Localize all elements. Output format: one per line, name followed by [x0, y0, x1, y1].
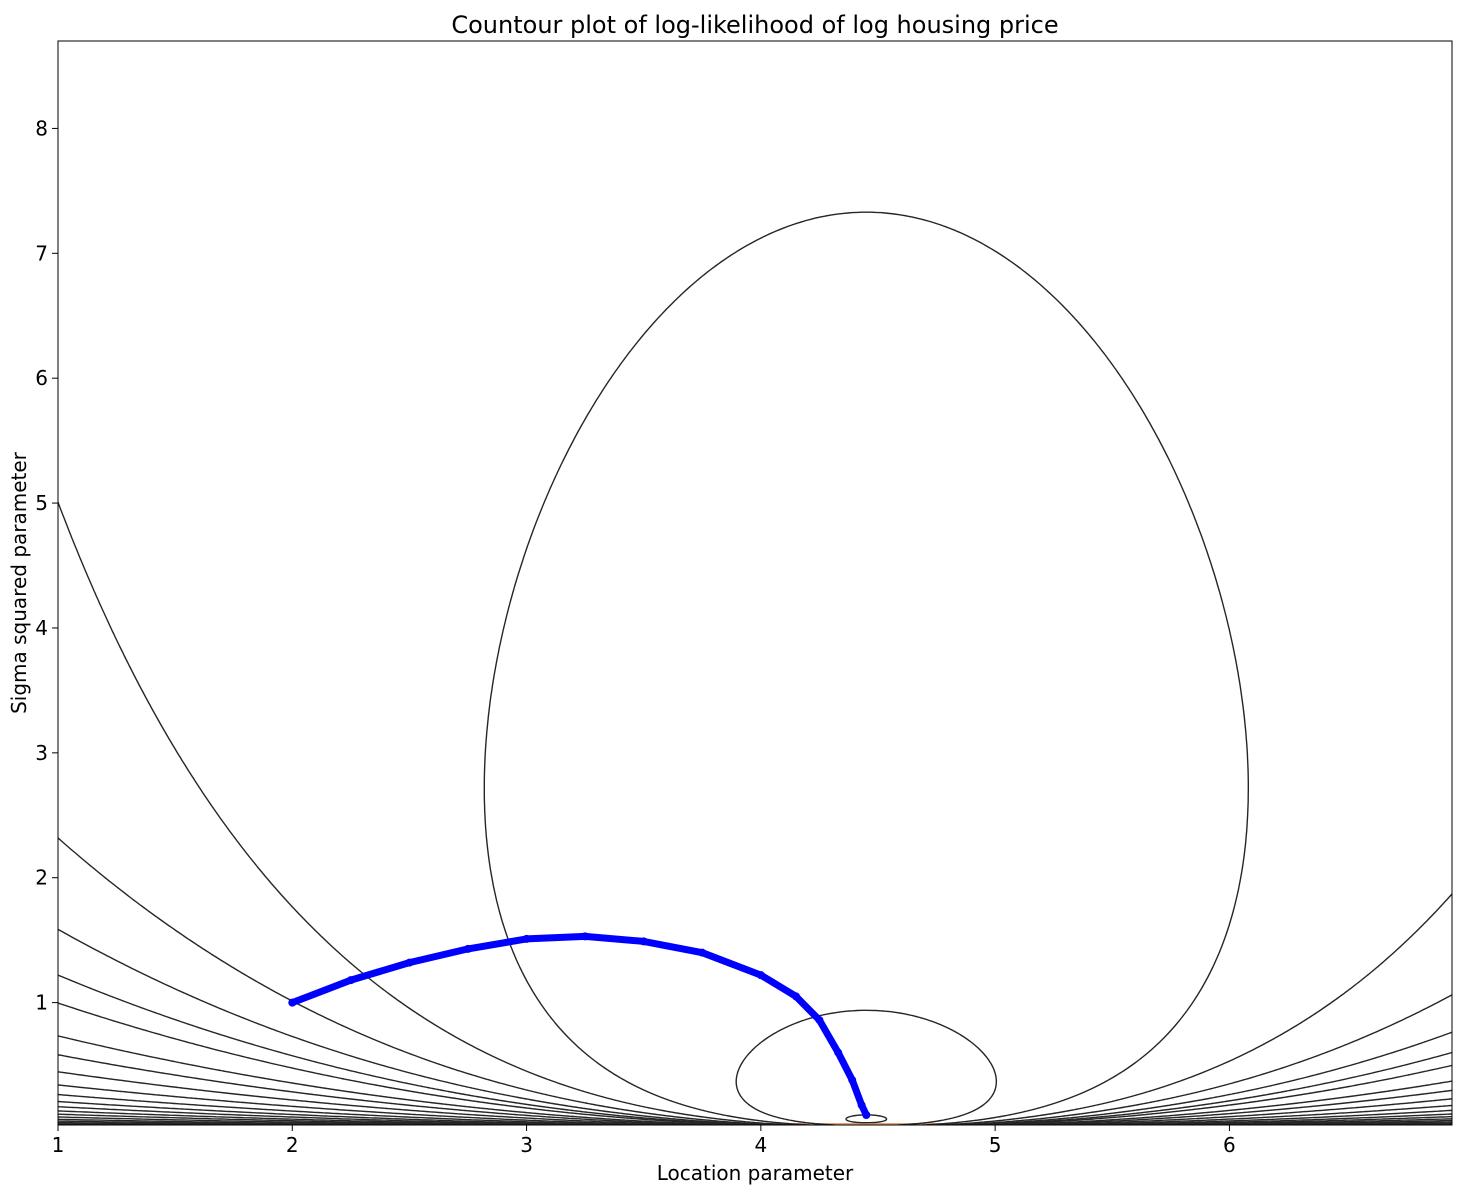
contour-line-2	[845, 1114, 888, 1124]
gradient-path-line	[288, 932, 870, 1119]
y-tick-label: 5	[35, 491, 48, 515]
x-tick-label: 3	[520, 1133, 533, 1157]
y-tick-label: 7	[35, 241, 48, 265]
y-tick-label: 3	[35, 741, 48, 765]
contour-line-8	[58, 974, 1452, 1125]
y-tick-label: 4	[35, 616, 48, 640]
x-tick-label: 6	[1223, 1133, 1236, 1157]
gradient-path-point	[698, 948, 707, 957]
y-tick-label: 6	[35, 366, 48, 390]
y-axis-label: Sigma squared parameter	[7, 451, 31, 714]
y-axis: 1 2 3 4 5 6 7 8	[35, 116, 58, 1015]
gradient-path-point	[792, 992, 800, 1001]
gradient-path-point	[581, 932, 590, 941]
plot-area	[58, 211, 1452, 1125]
y-tick-label: 8	[35, 116, 48, 140]
contour-line-6	[58, 837, 1452, 1125]
gradient-path-point	[862, 1111, 871, 1120]
x-tick-label: 4	[754, 1133, 767, 1157]
gradient-path-point	[522, 934, 531, 943]
contour-line-12	[58, 1071, 1452, 1125]
x-tick-label: 5	[989, 1133, 1002, 1157]
plot-frame	[57, 40, 1453, 1126]
contour-line-17	[58, 1110, 1452, 1125]
contour-line-10	[58, 1035, 1452, 1125]
gradient-path-point	[834, 1048, 843, 1057]
x-axis: 1 2 3 4 5 6	[52, 1125, 1236, 1157]
x-axis-label: Location parameter	[657, 1161, 854, 1185]
contour-line-7	[58, 928, 1452, 1125]
x-tick-label: 1	[52, 1133, 65, 1157]
contour-line-11	[58, 1054, 1452, 1125]
gradient-path-point	[405, 958, 414, 967]
gradient-path-point	[815, 1016, 824, 1025]
contour-line-4	[483, 211, 1249, 1125]
gradient-path-point	[464, 944, 472, 953]
contour-line-5	[58, 501, 1452, 1125]
gradient-path-point	[639, 937, 648, 946]
x-tick-label: 2	[286, 1133, 299, 1157]
gradient-path-point	[848, 1076, 857, 1085]
contour-line-14	[58, 1093, 1452, 1125]
contour-line-3	[735, 1009, 998, 1125]
gradient-path-point	[857, 1101, 866, 1110]
gradient-path-point	[756, 971, 765, 980]
contour-line-9	[58, 1002, 1452, 1125]
y-tick-label: 1	[35, 991, 48, 1015]
y-tick-label: 2	[35, 866, 48, 890]
chart-title: Countour plot of log-likelihood of log h…	[451, 11, 1058, 39]
gradient-path-point	[346, 976, 355, 985]
gradient-path-point	[288, 998, 297, 1007]
